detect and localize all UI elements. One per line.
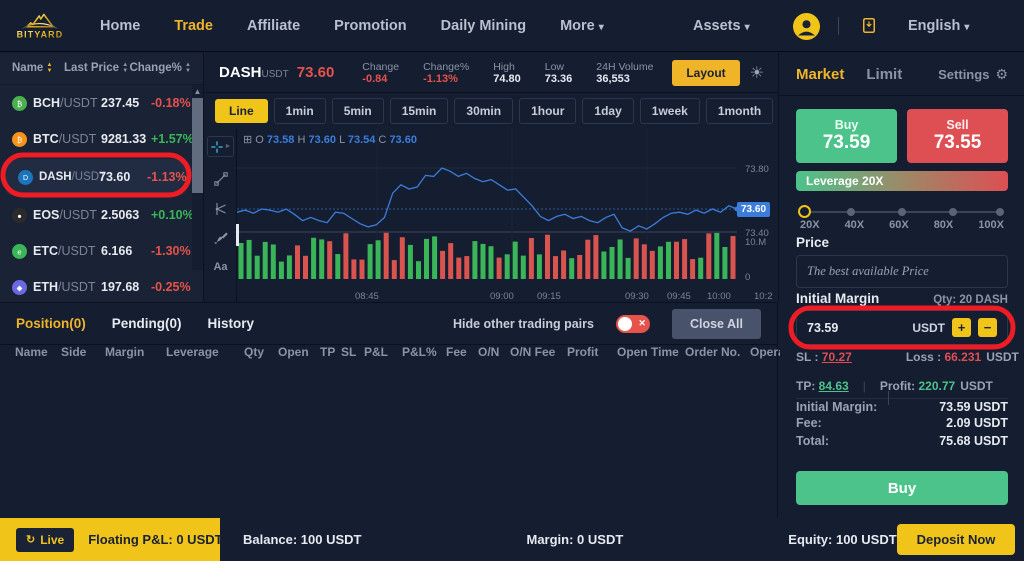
svg-text:e: e <box>17 247 21 256</box>
svg-text:10:2: 10:2 <box>754 291 773 302</box>
svg-text:73.80: 73.80 <box>745 164 769 175</box>
svg-text:BITYARD: BITYARD <box>17 30 64 40</box>
svg-text:10:00: 10:00 <box>707 291 731 302</box>
svg-text:09:30: 09:30 <box>625 291 649 302</box>
svg-text:₿: ₿ <box>17 135 23 144</box>
svg-text:09:00: 09:00 <box>490 291 514 302</box>
svg-text:09:45: 09:45 <box>667 291 691 302</box>
svg-text:0: 0 <box>745 272 750 283</box>
svg-text:D: D <box>23 175 28 182</box>
svg-text:₿: ₿ <box>17 99 23 108</box>
svg-text:10.M: 10.M <box>745 237 766 248</box>
svg-text:●: ● <box>17 211 22 220</box>
svg-text:09:15: 09:15 <box>537 291 561 302</box>
svg-text:08:45: 08:45 <box>355 291 379 302</box>
